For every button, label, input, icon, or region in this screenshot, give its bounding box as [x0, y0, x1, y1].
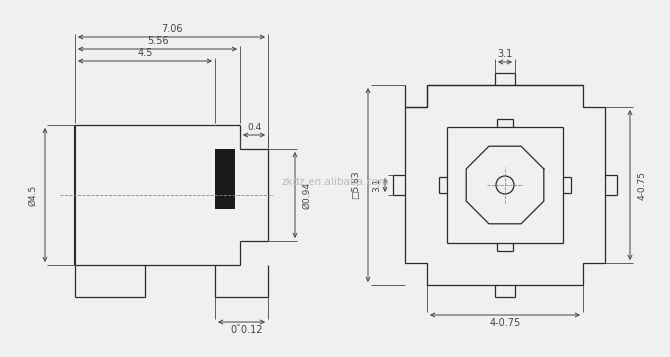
Text: 3.1: 3.1 [373, 178, 381, 192]
Text: 4-0.75: 4-0.75 [637, 171, 647, 200]
Text: 4.5: 4.5 [137, 48, 153, 58]
Text: 0.4: 0.4 [247, 122, 261, 131]
Text: 7.06: 7.06 [161, 24, 182, 34]
Text: zkdz.en.alibaba.com: zkdz.en.alibaba.com [281, 177, 389, 187]
Bar [215, 149, 235, 209]
Text: Ø0.94: Ø0.94 [302, 181, 312, 208]
Text: Ø4.5: Ø4.5 [29, 184, 38, 206]
Text: 3.1: 3.1 [497, 49, 513, 59]
Text: 0ˇ0.12: 0ˇ0.12 [230, 325, 263, 335]
Text: 4-0.75: 4-0.75 [489, 318, 521, 328]
Text: 5.56: 5.56 [147, 36, 168, 46]
Text: □5.83: □5.83 [352, 171, 360, 199]
